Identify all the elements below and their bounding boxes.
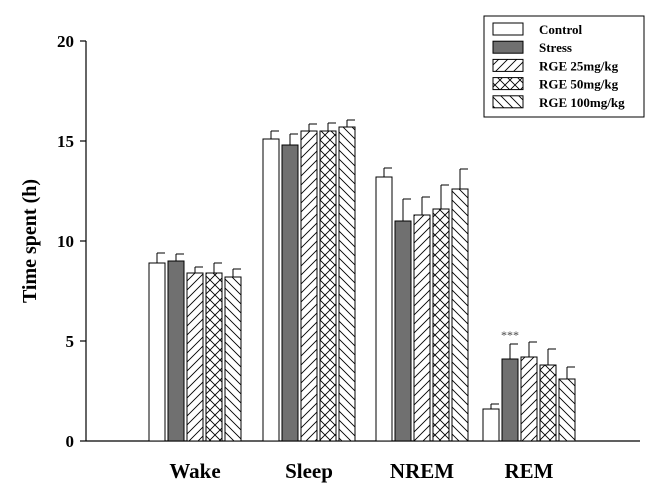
legend-label: RGE 50mg/kg: [539, 77, 619, 92]
bar: [262, 138, 280, 442]
legend-label: RGE 100mg/kg: [539, 95, 625, 110]
bar: [300, 130, 318, 442]
bar: [482, 408, 500, 442]
bar: [520, 356, 538, 442]
bars: [148, 119, 576, 442]
bar: [338, 126, 356, 442]
bar: [319, 130, 337, 442]
y-axis-label: Time spent (h): [19, 179, 41, 303]
y-tick-label: 20: [57, 32, 74, 51]
legend-swatch: [492, 95, 524, 109]
y-tick-label: 15: [57, 132, 74, 151]
legend-swatch: [492, 22, 524, 36]
bar: [375, 176, 393, 442]
x-category-label: Sleep: [285, 459, 333, 483]
bar: [501, 358, 519, 442]
y-tick-label: 10: [57, 232, 74, 251]
legend-label: Stress: [539, 40, 572, 55]
x-category-label: REM: [505, 459, 554, 483]
bar: [205, 272, 223, 442]
bar: [413, 214, 431, 442]
bar: [451, 188, 469, 442]
bar: [394, 220, 412, 442]
legend: Control Stress RGE 25mg/kg RGE 50mg/kg RGE 1…: [483, 15, 645, 118]
legend-swatch: [492, 58, 524, 72]
bar: [539, 364, 557, 442]
legend-label: Control: [539, 22, 582, 37]
bar: [186, 272, 204, 442]
y-tick-label: 0: [66, 432, 75, 451]
bar: [558, 378, 576, 442]
bar: [167, 260, 185, 442]
legend-swatch: [492, 40, 524, 54]
significance-annotation: ***: [501, 328, 519, 342]
bar: [432, 208, 450, 442]
legend-label: RGE 25mg/kg: [539, 58, 619, 73]
labels: 0 5 10 15 20 Wake Sleep NREM REM ***: [57, 32, 554, 483]
x-category-label: Wake: [169, 459, 220, 483]
bar: [224, 276, 242, 442]
x-category-label: NREM: [390, 459, 454, 483]
bar: [281, 144, 299, 442]
y-tick-label: 5: [66, 332, 75, 351]
bar: [148, 262, 166, 442]
legend-swatch: [492, 77, 524, 91]
